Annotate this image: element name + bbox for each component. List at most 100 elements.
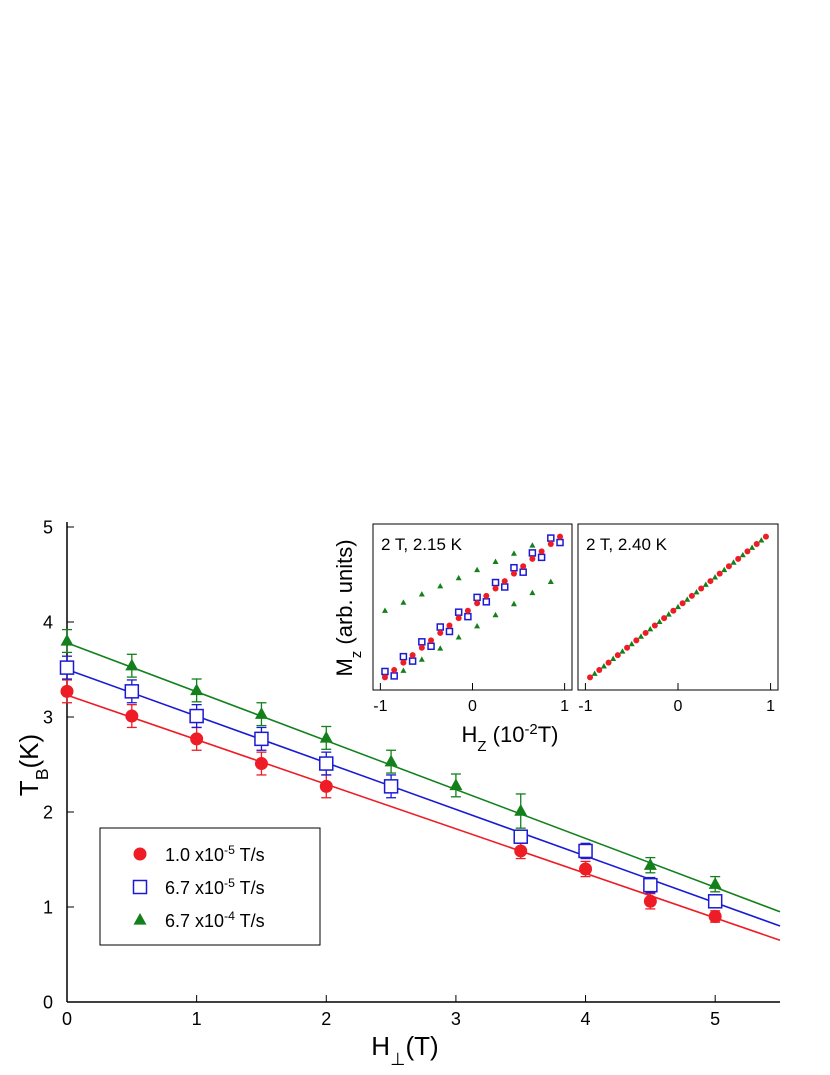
marker: [60, 633, 74, 646]
x-axis-label: HZ (10-2T): [461, 721, 558, 755]
marker: [707, 578, 714, 585]
panel-note: 2 T, 2.15 K: [381, 535, 463, 554]
marker: [437, 583, 444, 589]
marker: [753, 541, 760, 548]
marker: [643, 858, 657, 870]
marker: [762, 533, 769, 540]
marker: [437, 629, 444, 636]
marker: [408, 657, 417, 665]
marker: [642, 629, 649, 636]
marker: [643, 877, 658, 893]
marker: [449, 778, 463, 791]
marker: [464, 612, 472, 621]
x-axis-label-part: -2: [524, 721, 537, 738]
x-tick-label: 1: [560, 698, 569, 715]
legend-label-part: T/s: [235, 845, 265, 865]
y-axis-label-part: B: [32, 768, 52, 780]
marker: [596, 666, 603, 673]
marker: [708, 910, 722, 923]
marker: [579, 862, 593, 876]
marker: [390, 672, 398, 680]
marker: [254, 731, 269, 747]
marker: [610, 655, 617, 662]
marker: [409, 652, 416, 659]
fit-line: [66, 642, 781, 913]
y-axis-label-part: M: [332, 658, 357, 676]
legend-label-part: 1.0 x10: [165, 845, 224, 865]
marker: [656, 618, 663, 624]
marker: [514, 844, 528, 858]
marker: [514, 804, 528, 816]
legend-label-part: -4: [224, 909, 235, 923]
y-tick-label: 4: [43, 612, 53, 632]
marker: [670, 607, 677, 614]
marker: [428, 637, 435, 644]
marker: [702, 581, 709, 587]
fit-line: [66, 668, 781, 927]
marker: [688, 592, 695, 599]
legend-label: 6.7 x10-5 T/s: [165, 876, 265, 898]
marker: [707, 894, 723, 909]
panel-note: 2 T, 2.40 K: [586, 535, 668, 554]
marker: [418, 656, 425, 662]
y-tick-label: 1: [43, 897, 53, 917]
marker: [501, 578, 508, 585]
y-tick-label: 5: [43, 517, 53, 537]
x-tick-label: 0: [674, 698, 683, 715]
marker: [492, 611, 499, 618]
marker: [661, 615, 668, 622]
marker: [427, 642, 435, 651]
legend-label-part: -5: [224, 843, 235, 857]
marker: [600, 663, 607, 669]
marker: [758, 537, 765, 543]
fit-line: [66, 694, 781, 942]
y-axis-label-part: (arb. units): [332, 539, 357, 650]
x-tick-label: -1: [373, 698, 387, 715]
marker: [739, 551, 746, 558]
marker: [190, 732, 204, 746]
marker: [418, 638, 426, 646]
marker: [190, 683, 204, 696]
marker: [665, 611, 672, 617]
legend-marker: [133, 912, 147, 925]
marker: [529, 589, 536, 596]
marker: [473, 593, 481, 602]
y-axis-label-part: T: [14, 780, 44, 796]
legend-label-part: T/s: [235, 911, 265, 931]
marker: [384, 754, 398, 767]
marker: [391, 666, 398, 673]
x-axis-label-part: H: [461, 722, 477, 747]
marker: [591, 670, 598, 676]
marker: [637, 633, 644, 639]
marker: [124, 684, 140, 699]
marker: [455, 615, 462, 622]
x-tick-label: 4: [581, 1009, 591, 1029]
marker: [381, 607, 388, 613]
marker: [712, 574, 719, 580]
marker: [520, 563, 527, 570]
x-axis-label: H⊥(T): [371, 1031, 438, 1069]
marker: [510, 563, 518, 572]
y-axis-label-part: z: [348, 651, 365, 658]
marker: [455, 574, 462, 581]
legend-label-part: 6.7 x10: [165, 878, 224, 898]
marker: [455, 634, 462, 640]
marker: [492, 585, 499, 592]
x-tick-label: 3: [451, 1009, 461, 1029]
x-axis-label-part: (T): [405, 1031, 438, 1061]
x-tick-label: 5: [710, 1009, 720, 1029]
marker: [454, 608, 463, 616]
marker: [491, 578, 500, 587]
marker: [519, 568, 527, 576]
marker: [474, 623, 481, 629]
x-tick-label: 0: [62, 1009, 72, 1029]
marker: [647, 625, 654, 632]
marker: [319, 730, 333, 743]
marker: [538, 548, 545, 555]
marker: [624, 644, 631, 651]
legend-marker: [133, 847, 147, 861]
legend-label: 1.0 x10-5 T/s: [165, 843, 265, 865]
marker: [381, 674, 388, 681]
marker: [547, 578, 554, 584]
